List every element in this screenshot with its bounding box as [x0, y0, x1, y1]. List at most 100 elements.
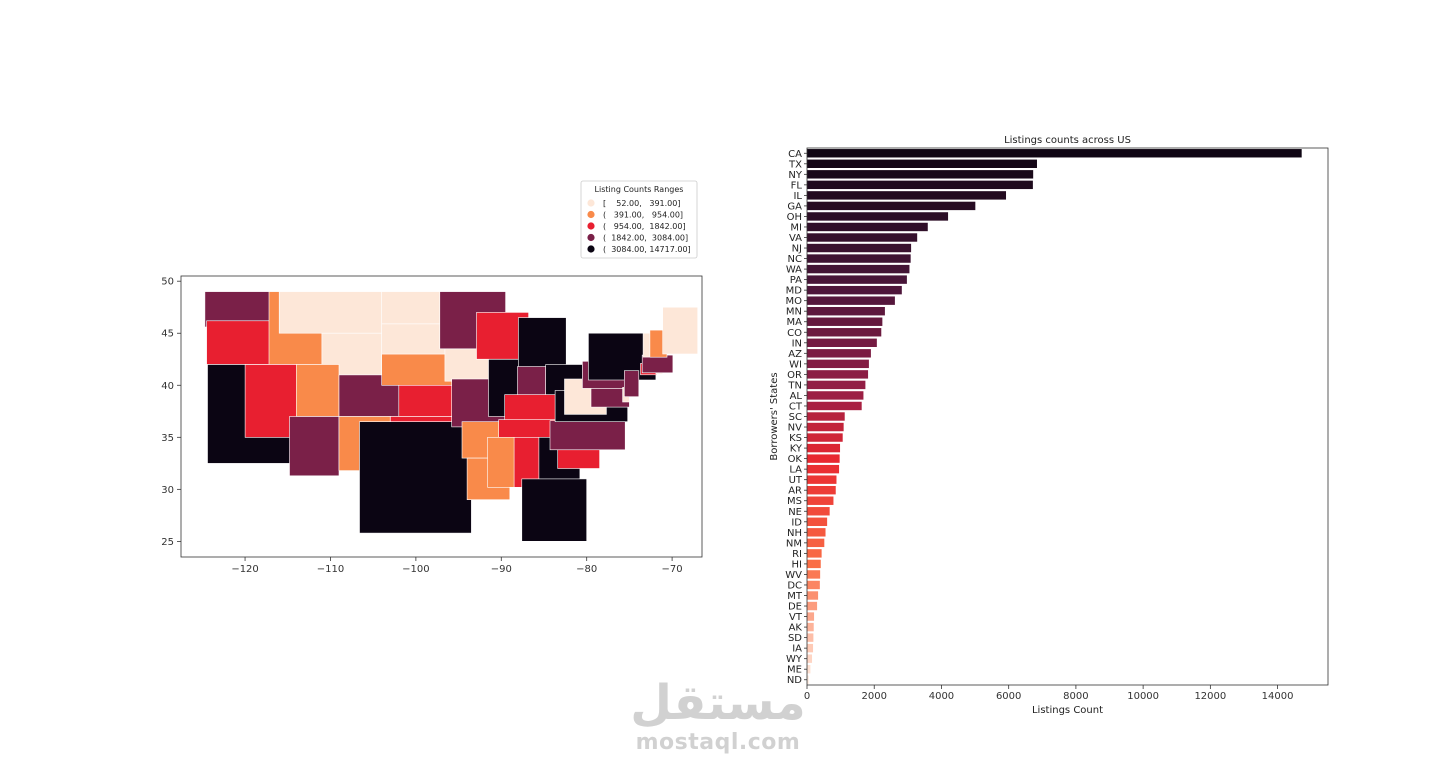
- map-xtick-label: −110: [317, 564, 344, 575]
- watermark-url: mostaql.com: [635, 730, 801, 755]
- bar-mo: [807, 296, 895, 305]
- bar-category-label: KY: [790, 444, 803, 455]
- bar-xtick-label: 14000: [1262, 691, 1294, 702]
- bar-category-label: SD: [788, 633, 802, 644]
- bar-category-label: NC: [788, 254, 802, 265]
- map-xtick-label: −80: [576, 564, 597, 575]
- bar-category-label: LA: [789, 465, 802, 476]
- bar-category-label: PA: [790, 275, 802, 286]
- state-ut: [295, 364, 340, 417]
- choropleth-map: −120 −110 −100 −90 −80 −70 25 30 35 40 45 50 Listing…: [161, 180, 703, 575]
- bar-category-label: NV: [788, 423, 802, 434]
- bar-category-label: ME: [787, 665, 802, 676]
- bar-id: [807, 517, 828, 526]
- bar-category-label: WV: [785, 570, 802, 581]
- state-mt: [278, 291, 383, 334]
- bar-category-label: IL: [793, 191, 802, 202]
- bar-ar: [807, 485, 836, 495]
- bar-xtick-label: 4000: [929, 691, 954, 702]
- state-nd: [381, 291, 446, 325]
- bar-ri: [807, 549, 822, 558]
- bar-category-label: MS: [787, 496, 802, 507]
- bar-category-label: NH: [787, 528, 802, 539]
- bar-wi: [807, 359, 869, 369]
- bar-category-label: CA: [788, 149, 802, 160]
- bar-category-label: WY: [786, 654, 803, 665]
- bar-category-label: TN: [787, 380, 802, 391]
- state-ne: [381, 353, 457, 386]
- bar-ma: [807, 317, 883, 326]
- state-nj: [623, 370, 640, 398]
- legend-entry-label: ( 391.00, 954.00]: [603, 211, 683, 220]
- bar-category-label: IA: [792, 644, 802, 655]
- bar-category-label: CO: [787, 328, 802, 339]
- bar-ky: [807, 443, 841, 453]
- bar-il: [807, 191, 1007, 200]
- map-ytick-label: 25: [161, 537, 174, 548]
- bar-category-label: CT: [789, 401, 803, 412]
- bar-category-label: OR: [787, 370, 802, 381]
- bar-ct: [807, 401, 862, 411]
- bar-tx: [807, 159, 1037, 168]
- map-ytick-label: 35: [161, 433, 174, 444]
- bar-category-label: MD: [786, 286, 803, 297]
- bar-in: [807, 338, 877, 347]
- bar-category-label: WI: [789, 359, 802, 370]
- bar-category-label: ID: [791, 517, 802, 528]
- bar-yaxis-label: Borrowers' States: [769, 372, 780, 460]
- bar-vt: [807, 612, 815, 621]
- bar-ut: [807, 475, 837, 484]
- legend-entry-label: ( 3084.00, 14717.00]: [603, 245, 691, 254]
- bar-chart-title: Listings counts across US: [1004, 135, 1131, 146]
- bar-category-label: AL: [790, 391, 803, 402]
- bar-category-label: FL: [791, 180, 803, 191]
- legend-marker: [587, 233, 595, 242]
- legend-entry-label: [ 52.00, 391.00]: [603, 199, 680, 208]
- bar-category-label: OH: [787, 212, 802, 223]
- bar-sc: [807, 412, 845, 421]
- map-ytick-label: 50: [161, 277, 174, 288]
- bar-category-label: KS: [789, 433, 802, 444]
- bar-ca: [807, 149, 1302, 158]
- bar-category-label: NM: [786, 538, 802, 549]
- bar-xtick-label: 6000: [996, 691, 1021, 702]
- bar-panel: Listings counts across US CA TX NY FL IL GA OH M…: [760, 0, 1436, 777]
- bar-category-label: GA: [787, 201, 802, 212]
- legend-marker: [587, 199, 595, 207]
- state-fl: [521, 478, 587, 542]
- state-or: [206, 320, 276, 365]
- bar-la: [807, 464, 840, 474]
- bar-nm: [807, 538, 825, 548]
- map-xtick-label: −120: [231, 564, 258, 575]
- bar-wy: [807, 654, 813, 663]
- bar-category-label: HI: [792, 559, 802, 570]
- bar-nv: [807, 422, 844, 432]
- bar-category-label: NY: [788, 170, 802, 181]
- map-legend: [580, 180, 698, 259]
- bar-nd: [807, 675, 809, 684]
- bar-md: [807, 285, 902, 295]
- bar-category-label: NJ: [792, 244, 802, 255]
- bar-wv: [807, 570, 821, 579]
- bar-category-label: TX: [788, 159, 802, 170]
- bar-oh: [807, 212, 949, 221]
- bar-ny: [807, 170, 1034, 179]
- bar-category-label: AK: [789, 623, 803, 634]
- bar-nc: [807, 254, 911, 263]
- bar-va: [807, 233, 918, 242]
- map-xtick-label: −100: [402, 564, 429, 575]
- bar-ms: [807, 496, 834, 505]
- bar-hi: [807, 559, 821, 569]
- bar-frame: [806, 147, 1329, 686]
- map-ytick-label: 40: [161, 381, 174, 392]
- state-az: [289, 416, 340, 477]
- bar-category-label: NE: [788, 507, 802, 518]
- bar-or: [807, 370, 869, 379]
- legend-entry-label: ( 954.00, 1842.00]: [603, 222, 686, 231]
- bar-category-label: DC: [787, 580, 802, 591]
- bar-category-label: ND: [787, 675, 802, 686]
- map-states: [204, 291, 699, 542]
- bar-ok: [807, 454, 840, 463]
- bar-mi: [807, 222, 928, 232]
